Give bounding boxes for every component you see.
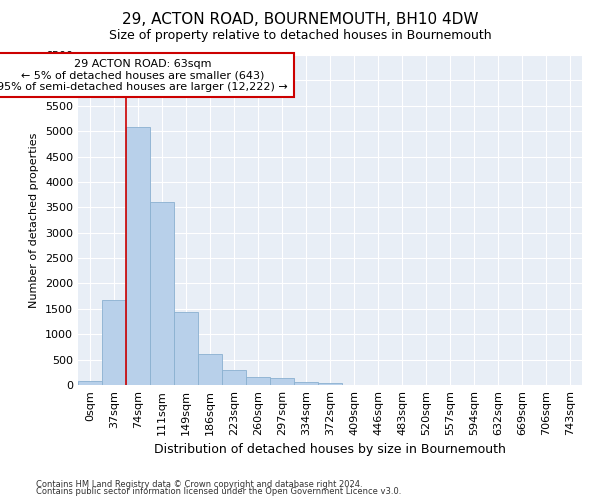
Bar <box>174 312 198 385</box>
Text: Contains public sector information licensed under the Open Government Licence v3: Contains public sector information licen… <box>36 487 401 496</box>
Bar <box>150 202 174 385</box>
Y-axis label: Number of detached properties: Number of detached properties <box>29 132 40 308</box>
Bar <box>246 378 270 385</box>
Bar <box>78 382 102 385</box>
Bar <box>222 370 246 385</box>
X-axis label: Distribution of detached houses by size in Bournemouth: Distribution of detached houses by size … <box>154 444 506 456</box>
Text: 29, ACTON ROAD, BOURNEMOUTH, BH10 4DW: 29, ACTON ROAD, BOURNEMOUTH, BH10 4DW <box>122 12 478 28</box>
Bar <box>270 378 294 385</box>
Bar <box>198 354 222 385</box>
Bar <box>102 300 126 385</box>
Bar <box>318 384 342 385</box>
Text: Size of property relative to detached houses in Bournemouth: Size of property relative to detached ho… <box>109 29 491 42</box>
Bar <box>126 127 150 385</box>
Bar <box>294 382 318 385</box>
Text: Contains HM Land Registry data © Crown copyright and database right 2024.: Contains HM Land Registry data © Crown c… <box>36 480 362 489</box>
Text: 29 ACTON ROAD: 63sqm
← 5% of detached houses are smaller (643)
95% of semi-detac: 29 ACTON ROAD: 63sqm ← 5% of detached ho… <box>0 58 288 92</box>
